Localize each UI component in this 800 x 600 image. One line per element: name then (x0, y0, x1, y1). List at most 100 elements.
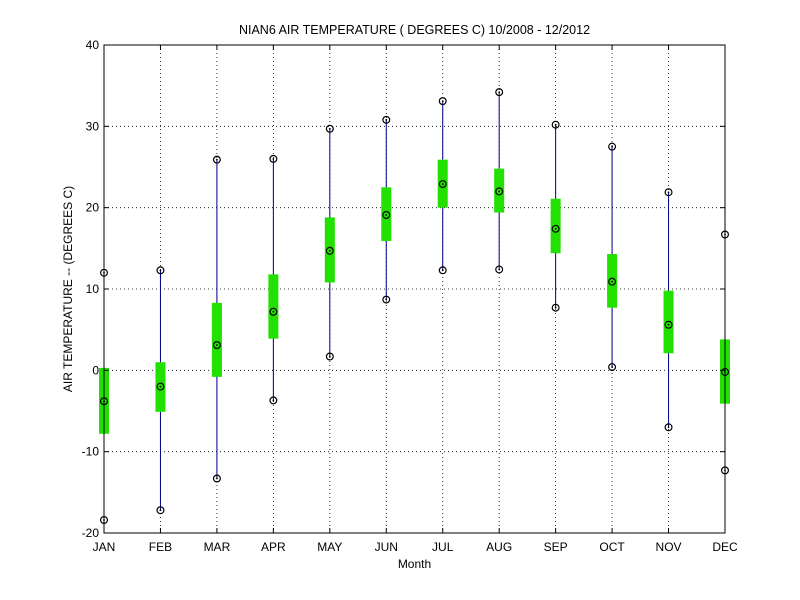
min-marker (325, 352, 334, 361)
mean-marker-dot (159, 385, 162, 388)
mean-marker-dot (441, 183, 444, 185)
mean-marker (325, 246, 334, 255)
box-mar (211, 155, 222, 483)
min-marker (608, 363, 617, 372)
min-marker (438, 266, 447, 275)
y-tick-label: 30 (86, 119, 100, 133)
mean-marker-dot (611, 280, 613, 283)
y-tick-label: -20 (82, 526, 100, 540)
max-marker-dot (498, 91, 501, 94)
box-may (324, 124, 335, 361)
mean-marker (269, 307, 278, 316)
max-marker-dot (611, 145, 613, 148)
min-marker (212, 474, 221, 483)
mean-marker-dot (328, 249, 331, 252)
mean-marker (212, 341, 221, 350)
min-marker-dot (441, 269, 444, 272)
box-oct (607, 142, 618, 372)
max-marker (551, 120, 560, 129)
mean-marker (156, 382, 165, 391)
box-jul (437, 97, 448, 275)
x-tick-label: MAY (317, 540, 342, 554)
mean-marker-dot (385, 214, 388, 216)
y-tick-label: 10 (86, 282, 100, 296)
min-marker-dot (159, 509, 162, 512)
y-tick-label: -10 (82, 445, 100, 459)
y-tick-label: 0 (92, 363, 99, 377)
max-marker (269, 154, 278, 163)
grid-lines (104, 45, 725, 533)
max-marker-dot (272, 157, 275, 160)
box-jun (381, 115, 392, 304)
y-axis-label: AIR TEMPERATURE -- (DEGREES C) (61, 186, 75, 392)
mean-marker (551, 224, 560, 233)
y-axis-ticks: -20 -10 0 10 20 30 40 (82, 38, 725, 540)
max-marker-dot (159, 269, 162, 272)
max-marker (325, 124, 334, 133)
min-marker (382, 295, 391, 304)
x-tick-label: JAN (93, 540, 116, 554)
max-marker (156, 266, 165, 275)
x-tick-label: MAR (204, 540, 231, 554)
min-marker (664, 423, 673, 432)
max-marker-dot (385, 118, 388, 121)
max-marker-dot (667, 191, 670, 194)
max-marker (438, 97, 447, 106)
min-marker-dot (667, 426, 670, 429)
box-series (99, 88, 730, 524)
mean-marker-dot (667, 323, 670, 326)
min-marker (269, 396, 278, 405)
mean-marker-dot (216, 344, 218, 347)
box-apr (268, 154, 279, 405)
min-marker-dot (216, 477, 218, 480)
x-tick-label: APR (261, 540, 286, 554)
x-tick-label: DEC (712, 540, 738, 554)
min-marker-dot (272, 399, 275, 402)
min-marker (495, 265, 504, 274)
x-tick-label: OCT (599, 540, 625, 554)
min-marker-dot (498, 268, 501, 271)
box-aug (494, 88, 505, 274)
max-marker (212, 155, 221, 164)
y-tick-label: 40 (86, 38, 100, 52)
box-sep (550, 120, 561, 312)
mean-marker (382, 210, 391, 219)
iqr-box (268, 274, 279, 339)
max-marker (495, 88, 504, 97)
mean-marker-dot (554, 227, 557, 230)
max-marker (664, 188, 673, 197)
min-marker (551, 303, 560, 312)
x-tick-label: SEP (544, 540, 568, 554)
x-tick-label: JUL (432, 540, 454, 554)
max-marker-dot (554, 123, 557, 126)
iqr-box (211, 302, 222, 377)
y-tick-label: 20 (86, 201, 100, 215)
box-nov (663, 188, 674, 432)
x-axis-ticks: JAN FEB MAR APR MAY JUN JUL AUG SEP OCT NOV DEC (93, 45, 738, 554)
x-tick-label: JUN (375, 540, 398, 554)
min-marker-dot (385, 298, 388, 301)
mean-marker (608, 277, 617, 286)
chart-title: NIAN6 AIR TEMPERATURE ( DEGREES C) 10/20… (239, 23, 590, 37)
x-axis-label: Month (398, 557, 431, 571)
min-marker (156, 506, 165, 515)
max-marker-dot (216, 158, 218, 161)
mean-marker-dot (498, 190, 501, 193)
mean-marker (438, 180, 447, 189)
mean-marker-dot (272, 310, 275, 313)
max-marker (608, 142, 617, 151)
min-marker-dot (328, 355, 331, 358)
max-marker-dot (328, 127, 331, 130)
min-marker-dot (554, 306, 557, 309)
mean-marker (664, 320, 673, 329)
mean-marker (495, 187, 504, 196)
x-tick-label: FEB (149, 540, 172, 554)
max-marker-dot (441, 100, 444, 103)
x-tick-label: AUG (486, 540, 512, 554)
box-feb (155, 266, 166, 515)
min-marker-dot (611, 366, 613, 368)
max-marker (382, 115, 391, 124)
plot-frame (103, 44, 726, 534)
x-tick-label: NOV (656, 540, 682, 554)
